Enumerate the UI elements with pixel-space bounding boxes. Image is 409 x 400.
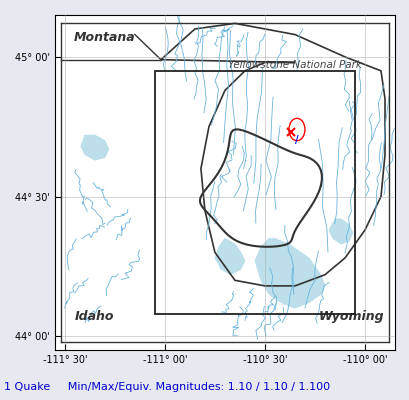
Text: Yellowstone National Park: Yellowstone National Park (227, 60, 361, 70)
Bar (155, 71, 354, 314)
Text: Wyoming: Wyoming (317, 310, 383, 323)
Polygon shape (214, 238, 244, 275)
Text: /: / (294, 136, 298, 146)
Polygon shape (328, 219, 352, 244)
Text: 1 Quake     Min/Max/Equiv. Magnitudes: 1.10 / 1.10 / 1.100: 1 Quake Min/Max/Equiv. Magnitudes: 1.10 … (4, 382, 329, 392)
Polygon shape (254, 238, 324, 308)
Text: Idaho: Idaho (75, 310, 115, 323)
Polygon shape (81, 135, 109, 160)
Text: Montana: Montana (74, 31, 135, 44)
